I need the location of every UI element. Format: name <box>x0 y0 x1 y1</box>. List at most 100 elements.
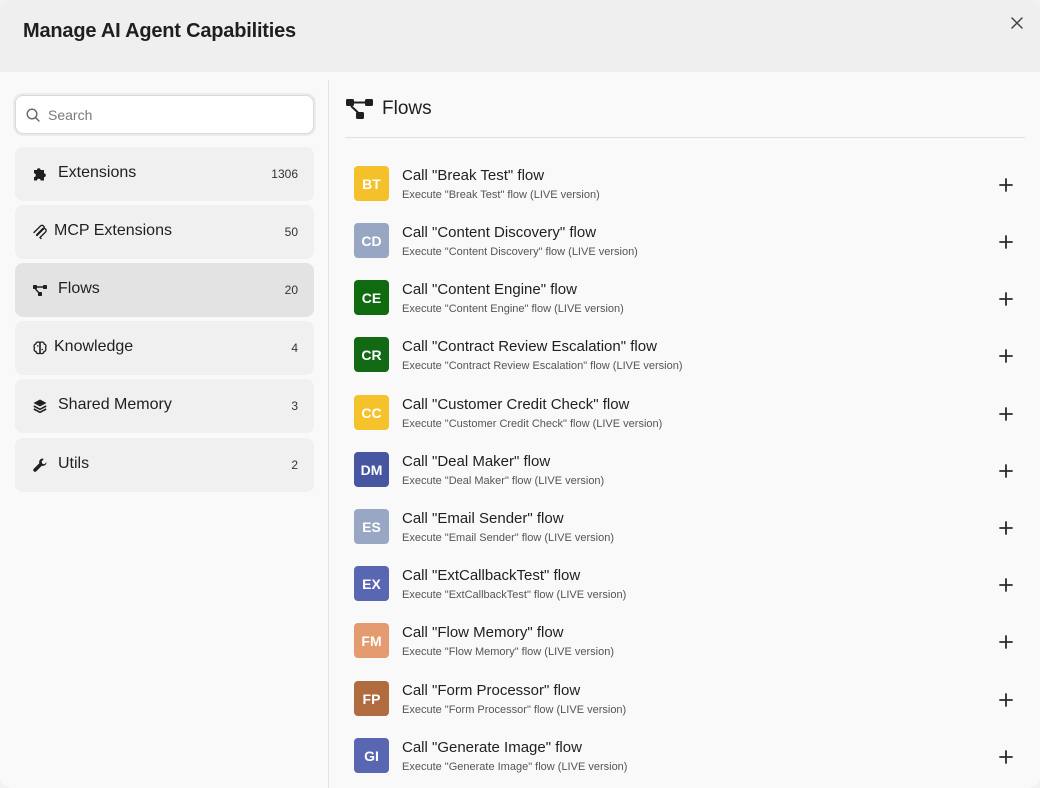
plus-icon <box>999 521 1013 535</box>
sidebar-item-label: Utils <box>58 455 90 472</box>
flow-description: Execute "Break Test" flow (LIVE version) <box>402 189 600 201</box>
sidebar-item-count: 4 <box>291 341 298 355</box>
flow-description: Execute "Flow Memory" flow (LIVE version… <box>402 646 614 658</box>
puzzle-icon <box>34 168 46 181</box>
flow-avatar: FP <box>354 681 389 716</box>
add-flow-button[interactable] <box>994 287 1018 311</box>
search-input[interactable] <box>48 96 308 133</box>
sidebar-item-knowledge[interactable]: Knowledge 4 <box>15 321 314 375</box>
modal-title: Manage AI Agent Capabilities <box>23 20 296 42</box>
flow-title: Call "Contract Review Escalation" flow <box>402 338 657 355</box>
plus-icon <box>999 750 1013 764</box>
flows-icon <box>346 99 373 119</box>
wrench-icon <box>33 458 47 472</box>
sidebar-item-count: 50 <box>284 225 298 239</box>
flow-description: Execute "Content Discovery" flow (LIVE v… <box>402 246 638 258</box>
sidebar-item-label: MCP Extensions <box>54 222 172 239</box>
flow-avatar: ES <box>354 509 389 544</box>
plus-icon <box>999 235 1013 249</box>
flow-description: Execute "Customer Credit Check" flow (LI… <box>402 418 663 430</box>
add-flow-button[interactable] <box>994 230 1018 254</box>
sidebar-item-count: 2 <box>291 458 298 472</box>
search-box <box>15 95 314 134</box>
flow-description: Execute "ExtCallbackTest" flow (LIVE ver… <box>402 589 627 601</box>
flow-description: Execute "Form Processor" flow (LIVE vers… <box>402 704 627 716</box>
flow-title: Call "Content Engine" flow <box>402 281 577 298</box>
sidebar-item-extensions[interactable]: Extensions 1306 <box>15 147 314 201</box>
sidebar-item-label: Extensions <box>58 164 137 181</box>
flow-list-item: DM Call "Deal Maker" flow Execute "Deal Ma… <box>354 452 1020 502</box>
plus-icon <box>999 292 1013 306</box>
add-flow-button[interactable] <box>994 173 1018 197</box>
flow-avatar: GI <box>354 738 389 773</box>
flow-avatar: CD <box>354 223 389 258</box>
plus-icon <box>999 178 1013 192</box>
close-icon <box>1011 17 1023 29</box>
add-flow-button[interactable] <box>994 688 1018 712</box>
sidebar: Extensions 1306 MCP Extensions 50 Flows … <box>0 80 329 788</box>
mcp-icon <box>33 224 47 240</box>
flow-avatar: CC <box>354 395 389 430</box>
flow-description: Execute "Content Engine" flow (LIVE vers… <box>402 303 624 315</box>
brain-icon <box>33 341 47 355</box>
flow-list-item: EX Call "ExtCallbackTest" flow Execute "Ex… <box>354 566 1020 616</box>
flow-title: Call "Customer Credit Check" flow <box>402 396 630 413</box>
close-button[interactable] <box>1006 12 1028 34</box>
flow-description: Execute "Deal Maker" flow (LIVE version) <box>402 475 605 487</box>
add-flow-button[interactable] <box>994 630 1018 654</box>
flow-list-item: CR Call "Contract Review Escalation" flow… <box>354 337 1020 387</box>
sidebar-item-flows[interactable]: Flows 20 <box>15 263 314 317</box>
flow-title: Call "Form Processor" flow <box>402 682 581 699</box>
plus-icon <box>999 578 1013 592</box>
modal-header: Manage AI Agent Capabilities <box>0 0 1040 72</box>
flow-list-item: GI Call "Generate Image" flow Execute "Gen… <box>354 738 1020 788</box>
add-flow-button[interactable] <box>994 344 1018 368</box>
section-title: Flows <box>382 98 432 119</box>
add-flow-button[interactable] <box>994 402 1018 426</box>
add-flow-button[interactable] <box>994 516 1018 540</box>
flow-avatar: CR <box>354 337 389 372</box>
sidebar-item-mcp-extensions[interactable]: MCP Extensions 50 <box>15 205 314 259</box>
flow-avatar: FM <box>354 623 389 658</box>
flow-avatar: DM <box>354 452 389 487</box>
plus-icon <box>999 349 1013 363</box>
section-header: Flows <box>345 80 1025 138</box>
flow-list-item: CD Call "Content Discovery" flow Execute "… <box>354 223 1020 273</box>
flow-description: Execute "Email Sender" flow (LIVE versio… <box>402 532 615 544</box>
flow-avatar: EX <box>354 566 389 601</box>
flow-list-item: FP Call "Form Processor" flow Execute "For… <box>354 681 1020 731</box>
sidebar-item-label: Flows <box>58 280 100 297</box>
flow-list-item: CC Call "Customer Credit Check" flow Execu… <box>354 395 1020 445</box>
sidebar-item-count: 1306 <box>271 167 298 181</box>
flow-title: Call "ExtCallbackTest" flow <box>402 567 581 584</box>
plus-icon <box>999 693 1013 707</box>
search-icon <box>26 108 40 122</box>
add-flow-button[interactable] <box>994 573 1018 597</box>
flow-title: Call "Content Discovery" flow <box>402 224 597 241</box>
flow-title: Call "Break Test" flow <box>402 167 545 184</box>
add-flow-button[interactable] <box>994 459 1018 483</box>
main-panel: Flows BT Call "Break Test" flow Execute "B… <box>330 80 1040 788</box>
flow-list-item: BT Call "Break Test" flow Execute "Break T… <box>354 166 1020 216</box>
plus-icon <box>999 464 1013 478</box>
flows-icon <box>33 285 47 296</box>
plus-icon <box>999 635 1013 649</box>
plus-icon <box>999 407 1013 421</box>
flow-avatar: CE <box>354 280 389 315</box>
flow-list-item: FM Call "Flow Memory" flow Execute "Flow M… <box>354 623 1020 673</box>
sidebar-item-label: Shared Memory <box>58 396 172 413</box>
sidebar-item-label: Knowledge <box>54 338 134 355</box>
flow-title: Call "Email Sender" flow <box>402 510 564 527</box>
flow-description: Execute "Contract Review Escalation" flo… <box>402 360 683 372</box>
flow-list-item: CE Call "Content Engine" flow Execute "Con… <box>354 280 1020 330</box>
sidebar-item-shared-memory[interactable]: Shared Memory 3 <box>15 379 314 433</box>
add-flow-button[interactable] <box>994 745 1018 769</box>
sidebar-item-utils[interactable]: Utils 2 <box>15 438 314 492</box>
flow-title: Call "Flow Memory" flow <box>402 624 564 641</box>
flow-avatar: BT <box>354 166 389 201</box>
sidebar-item-count: 3 <box>291 399 298 413</box>
sidebar-item-count: 20 <box>284 283 298 297</box>
layers-icon <box>33 399 47 414</box>
flow-description: Execute "Generate Image" flow (LIVE vers… <box>402 761 628 773</box>
